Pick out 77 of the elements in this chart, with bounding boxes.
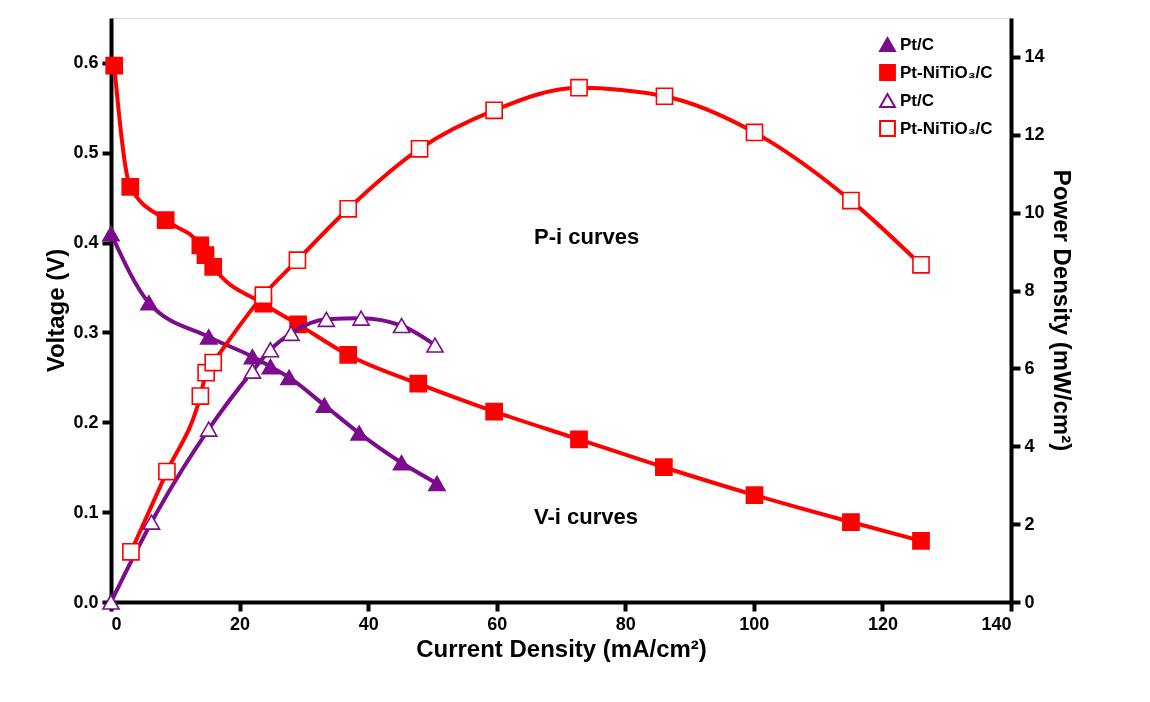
point bbox=[288, 251, 307, 270]
x-tick-label: 120 bbox=[867, 613, 898, 634]
point bbox=[392, 454, 411, 471]
legend-label: Pt/C bbox=[900, 90, 934, 110]
x-tick-label: 20 bbox=[230, 613, 251, 634]
x-tick-label: 100 bbox=[739, 613, 770, 634]
legend-label: Pt/C bbox=[900, 34, 934, 54]
point bbox=[842, 513, 860, 531]
x-tick-label: 0 bbox=[111, 613, 122, 634]
x-tick-label: 140 bbox=[981, 613, 1012, 634]
annotation: V-i curves bbox=[534, 504, 638, 530]
legend-label: Pt-NiTiO₃/C bbox=[900, 118, 993, 138]
point bbox=[409, 374, 428, 393]
point bbox=[655, 87, 674, 106]
x-tick-label: 60 bbox=[487, 613, 508, 634]
point bbox=[410, 139, 429, 158]
y-tick-label: 0.5 bbox=[73, 142, 99, 163]
point bbox=[339, 199, 358, 218]
point bbox=[339, 346, 358, 364]
point bbox=[261, 341, 280, 358]
point bbox=[121, 178, 140, 196]
point bbox=[105, 56, 124, 75]
legend-label: Pt-NiTiO₃/C bbox=[900, 62, 993, 82]
y2-tick-label: 4 bbox=[1024, 435, 1035, 456]
y2-tick-label: 6 bbox=[1024, 357, 1035, 378]
point bbox=[842, 191, 860, 210]
point bbox=[485, 402, 504, 421]
point bbox=[280, 369, 298, 386]
y2-axis-title: Power Density (mW/cm²) bbox=[1048, 169, 1076, 452]
point bbox=[199, 329, 218, 345]
point bbox=[426, 337, 444, 353]
point bbox=[282, 325, 300, 342]
point bbox=[199, 421, 218, 437]
point bbox=[140, 295, 158, 311]
point bbox=[745, 486, 764, 504]
y2-tick-label: 0 bbox=[1024, 591, 1035, 612]
y2-tick-label: 8 bbox=[1024, 280, 1035, 301]
point bbox=[158, 462, 176, 481]
x-axis-title: Current Density (mA/cm²) bbox=[416, 634, 707, 662]
point bbox=[745, 123, 764, 142]
y-tick-label: 0.2 bbox=[73, 411, 99, 432]
point bbox=[570, 430, 588, 449]
y2-tick-label: 12 bbox=[1024, 124, 1045, 145]
y-tick-label: 0.0 bbox=[73, 591, 99, 612]
x-tick-label: 80 bbox=[615, 613, 636, 634]
point bbox=[243, 363, 262, 379]
annotation: P-i curves bbox=[534, 224, 640, 249]
point bbox=[350, 425, 368, 441]
point bbox=[352, 310, 370, 326]
point bbox=[142, 514, 161, 530]
y-tick-label: 0.3 bbox=[73, 321, 99, 342]
y2-tick-label: 10 bbox=[1024, 202, 1045, 223]
point bbox=[485, 101, 504, 120]
point bbox=[261, 358, 280, 375]
y-tick-label: 0.6 bbox=[73, 52, 99, 73]
y2-tick-label: 14 bbox=[1024, 46, 1045, 67]
y-tick-label: 0.1 bbox=[73, 501, 99, 522]
point bbox=[102, 225, 120, 242]
point bbox=[912, 255, 930, 274]
point bbox=[392, 317, 411, 334]
point bbox=[204, 258, 223, 276]
point bbox=[204, 353, 223, 372]
point bbox=[243, 348, 262, 365]
point bbox=[570, 78, 588, 97]
point bbox=[655, 458, 673, 477]
point bbox=[191, 387, 210, 405]
y-axis-title: Voltage (V) bbox=[42, 248, 70, 373]
point bbox=[428, 475, 446, 492]
point bbox=[315, 397, 334, 414]
point bbox=[156, 211, 175, 230]
point bbox=[317, 311, 336, 328]
point bbox=[122, 542, 140, 561]
point bbox=[254, 286, 273, 305]
point bbox=[912, 532, 930, 550]
y2-tick-label: 2 bbox=[1024, 513, 1035, 534]
x-tick-label: 40 bbox=[358, 613, 379, 634]
y-tick-label: 0.4 bbox=[73, 232, 99, 253]
